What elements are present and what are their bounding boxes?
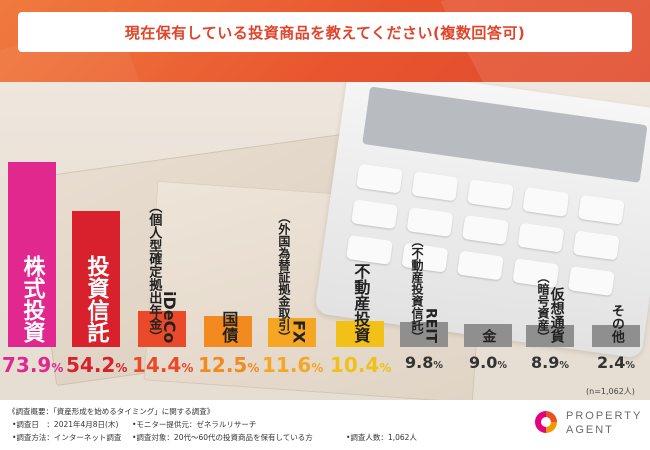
bar	[8, 162, 56, 347]
bar	[204, 316, 252, 347]
bar	[526, 325, 574, 347]
footer: 《調査概要：「資産形成を始めるタイミング」に関する調査》 •調査日 ：2021年…	[0, 400, 650, 450]
category-label: その他	[608, 304, 624, 343]
chart-title: 現在保有している投資商品を教えてください(複数回答可)	[124, 23, 526, 42]
bar	[268, 318, 316, 347]
bar	[72, 211, 120, 347]
value-label: 9.8%	[405, 353, 443, 372]
category-label: 金	[480, 329, 497, 343]
survey-count: •調査人数：1,062人	[346, 433, 417, 442]
brand-name-line2: AGENT	[566, 424, 614, 436]
category-label: iDeCo （個人型確定拠出年金）	[146, 200, 180, 343]
value-label: 73.9%	[2, 353, 64, 377]
category-label: 仮想通貨 （暗号資産）	[535, 271, 565, 343]
value-label: 2.4%	[597, 353, 635, 372]
bar	[464, 324, 512, 347]
category-label: REIT （不動産投資信託）	[409, 235, 439, 343]
survey-overview: 《調査概要：「資産形成を始めるタイミング」に関する調査》	[8, 407, 215, 416]
value-label: 11.6%	[262, 353, 324, 377]
survey-monitor-provider: •モニター提供元：ゼネラルリサーチ	[132, 420, 257, 429]
bar	[336, 321, 384, 347]
bar	[138, 311, 186, 347]
bar	[400, 322, 448, 347]
category-label: 株式投資	[19, 255, 45, 343]
survey-target: •調査対象：20代～60代の投資商品を保有している方	[132, 433, 313, 442]
value-label: 9.0%	[469, 353, 507, 372]
survey-method: •調査方法：インターネット調査	[12, 433, 122, 442]
bar	[592, 325, 640, 347]
value-label: 8.9%	[531, 353, 569, 372]
value-label: 54.2%	[66, 353, 128, 377]
bar-chart: 株式投資 73.9% 投資信託 54.2% iDeCo （個人型確定拠出年金） 14.4% 国…	[0, 82, 650, 400]
category-label: 不動産投資	[351, 263, 371, 343]
survey-date: •調査日 ：2021年4月8日(木)	[12, 420, 119, 429]
sample-size-note: (n=1,062人)	[586, 387, 635, 396]
value-label: 12.5%	[198, 353, 260, 377]
header-banner: 現在保有している投資商品を教えてください(複数回答可)	[0, 0, 650, 82]
value-label: 14.4%	[132, 353, 194, 377]
title-box: 現在保有している投資商品を教えてください(複数回答可)	[18, 12, 632, 52]
category-label: FX （外国為替証拠金取引）	[276, 211, 309, 343]
brand-name-line1: PROPERTY	[566, 410, 643, 422]
value-label: 10.4%	[330, 353, 392, 377]
category-label: 国債	[219, 311, 239, 343]
property-agent-logo-icon	[535, 411, 557, 433]
category-label: 投資信託	[83, 255, 109, 343]
